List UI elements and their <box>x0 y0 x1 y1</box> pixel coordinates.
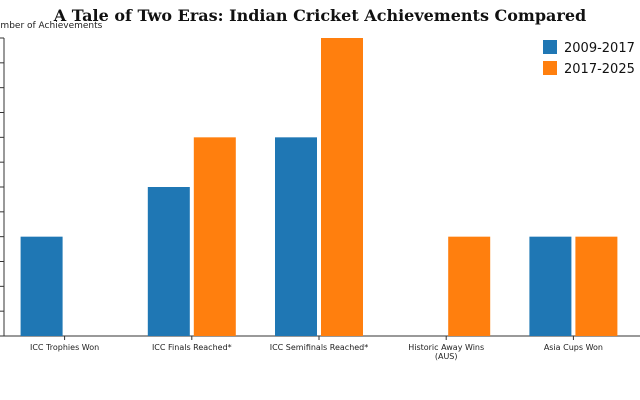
bars <box>20 38 618 336</box>
bar-2017-2025-2 <box>321 38 363 336</box>
x-tick-label: ICC Semifinals Reached* <box>270 343 369 352</box>
chart-title: A Tale of Two Eras: Indian Cricket Achie… <box>53 6 586 25</box>
bar-2009-2017-2 <box>275 137 317 336</box>
bar-2017-2025-3 <box>448 236 491 336</box>
bar-2017-2025-1 <box>193 137 236 336</box>
y-axis-ticks <box>0 37 4 337</box>
x-tick-label: (AUS) <box>435 352 458 361</box>
bar-2017-2025-4 <box>575 236 618 336</box>
bar-2009-2017-0 <box>20 236 63 336</box>
x-tick-label: ICC Finals Reached* <box>152 343 232 352</box>
x-tick-label: Asia Cups Won <box>544 343 603 352</box>
legend-label-2009-2017: 2009-2017 <box>564 41 635 56</box>
x-axis-tick-labels: ICC Trophies Won ICC Finals Reached* ICC S… <box>30 336 603 361</box>
legend: 2009-2017 2017-2025 <box>543 40 635 77</box>
bar-2009-2017-4 <box>529 236 572 336</box>
x-tick-label: Historic Away Wins <box>408 343 484 352</box>
legend-label-2017-2025: 2017-2025 <box>564 62 635 77</box>
y-axis-label: Number of Achievements <box>0 21 103 31</box>
bar-2009-2017-1 <box>147 187 190 336</box>
legend-swatch-2009-2017 <box>543 40 557 54</box>
legend-swatch-2017-2025 <box>543 61 557 75</box>
x-tick-label: ICC Trophies Won <box>30 343 99 352</box>
